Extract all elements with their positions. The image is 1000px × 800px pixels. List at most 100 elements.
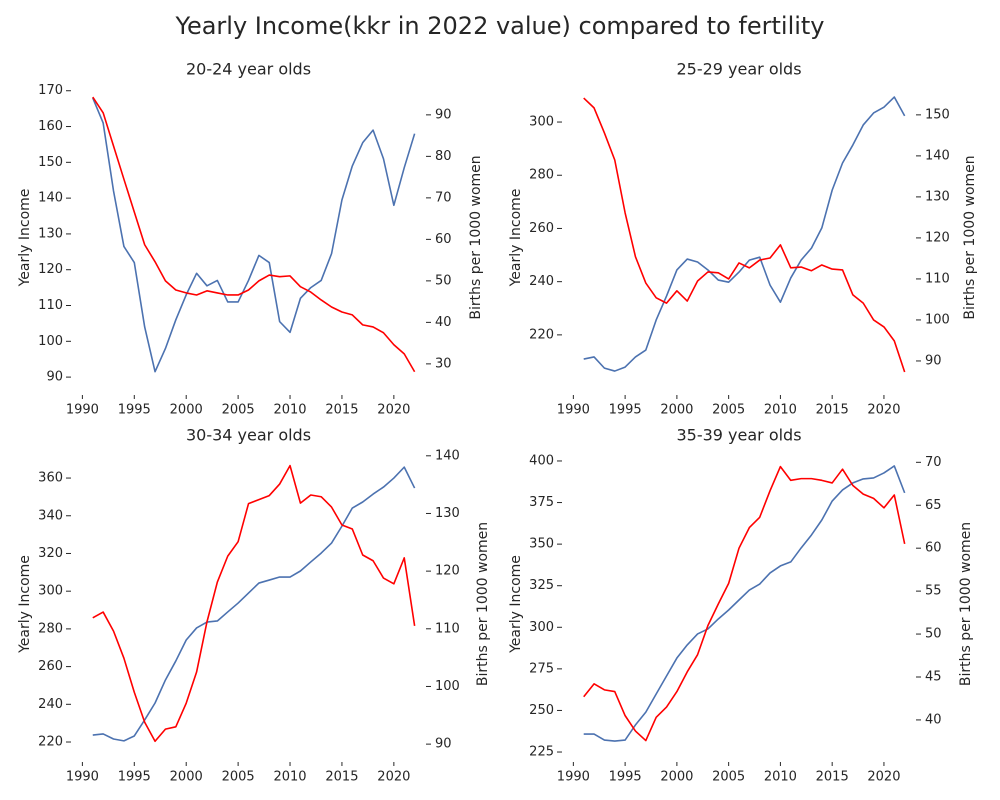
x-tick-label: 2000 <box>170 770 203 785</box>
x-tick-label: 2020 <box>377 770 410 785</box>
y-tick-label: 220 <box>38 735 63 750</box>
y2-tick-label: 100 <box>925 312 950 327</box>
y2-tick-label: 55 <box>925 584 942 599</box>
y-tick-label: 300 <box>529 620 554 635</box>
y-axis-label: Yearly Income <box>508 555 524 654</box>
y-tick-label: 140 <box>38 191 63 206</box>
y2-tick-label: 30 <box>435 356 452 371</box>
y2-axis-label: Births per 1000 women <box>962 155 978 319</box>
x-tick-label: 2000 <box>660 403 693 418</box>
y2-tick-label: 150 <box>925 107 950 122</box>
x-tick-label: 2015 <box>816 403 849 418</box>
x-tick-label: 1990 <box>66 403 99 418</box>
y-axis-label: Yearly Income <box>508 189 524 288</box>
y-tick-label: 400 <box>529 453 554 468</box>
y2-tick-label: 70 <box>925 455 942 470</box>
x-tick-label: 2005 <box>712 770 745 785</box>
y-tick-label: 360 <box>38 471 63 486</box>
x-tick-label: 2015 <box>325 770 358 785</box>
x-tick-label: 2010 <box>273 403 306 418</box>
y2-tick-label: 90 <box>925 353 942 368</box>
y-tick-label: 150 <box>38 155 63 170</box>
series-line <box>92 96 416 373</box>
x-tick-label: 2020 <box>867 403 900 418</box>
x-tick-label: 1990 <box>557 770 590 785</box>
y-tick-label: 280 <box>38 621 63 636</box>
x-tick-label: 1995 <box>118 403 151 418</box>
series-line <box>92 466 416 742</box>
x-tick-label: 2010 <box>764 770 797 785</box>
y-tick-label: 250 <box>529 703 554 718</box>
y-tick-label: 100 <box>38 334 63 349</box>
series-line <box>92 464 416 743</box>
y2-tick-label: 90 <box>435 107 452 122</box>
y-tick-label: 160 <box>38 119 63 134</box>
y-axis-label: Yearly Income <box>17 189 33 288</box>
y2-tick-label: 40 <box>925 712 942 727</box>
x-tick-label: 2005 <box>712 403 745 418</box>
y2-tick-label: 50 <box>435 273 452 288</box>
x-tick-label: 2020 <box>867 770 900 785</box>
x-tick-label: 1995 <box>609 770 642 785</box>
y2-tick-label: 130 <box>925 189 950 204</box>
y2-tick-label: 120 <box>925 230 950 245</box>
y2-tick-label: 110 <box>925 271 950 286</box>
series-line <box>92 97 416 373</box>
y-tick-label: 340 <box>38 508 63 523</box>
x-tick-label: 2000 <box>170 403 203 418</box>
y-tick-label: 300 <box>529 115 554 130</box>
y2-tick-label: 65 <box>925 498 942 513</box>
y-tick-label: 280 <box>529 168 554 183</box>
y2-tick-label: 120 <box>435 564 460 579</box>
y-tick-label: 120 <box>38 262 63 277</box>
y-tick-label: 275 <box>529 661 554 676</box>
y2-tick-label: 45 <box>925 669 942 684</box>
y-tick-label: 320 <box>38 546 63 561</box>
x-tick-label: 2020 <box>377 403 410 418</box>
y2-tick-label: 140 <box>435 448 460 463</box>
x-tick-label: 1995 <box>118 770 151 785</box>
series-line <box>583 465 906 742</box>
y-tick-label: 350 <box>529 537 554 552</box>
y-tick-label: 260 <box>38 659 63 674</box>
y2-tick-label: 130 <box>435 506 460 521</box>
y2-tick-label: 70 <box>435 190 452 205</box>
subplot-title: 30-34 year olds <box>186 426 311 445</box>
y2-tick-label: 40 <box>435 315 452 330</box>
x-tick-label: 2000 <box>660 770 693 785</box>
y2-tick-label: 140 <box>925 148 950 163</box>
y2-tick-label: 60 <box>925 541 942 556</box>
x-tick-label: 2010 <box>764 403 797 418</box>
y-tick-label: 225 <box>529 745 554 760</box>
y-tick-label: 130 <box>38 226 63 241</box>
x-tick-label: 1990 <box>557 403 590 418</box>
y-tick-label: 220 <box>529 327 554 342</box>
series-line <box>583 97 906 373</box>
y2-axis-label: Births per 1000 women <box>958 522 974 686</box>
x-tick-label: 1995 <box>609 403 642 418</box>
x-tick-label: 2015 <box>816 770 849 785</box>
x-tick-label: 1990 <box>66 770 99 785</box>
y2-tick-label: 90 <box>435 737 452 752</box>
figure-title: Yearly Income(kkr in 2022 value) compare… <box>174 12 824 40</box>
y-tick-label: 170 <box>38 83 63 98</box>
x-tick-label: 2010 <box>273 770 306 785</box>
y-axis-label: Yearly Income <box>17 555 33 654</box>
y-tick-label: 240 <box>38 697 63 712</box>
y-tick-label: 300 <box>38 584 63 599</box>
y2-tick-label: 80 <box>435 149 452 164</box>
y-tick-label: 240 <box>529 274 554 289</box>
y-tick-label: 325 <box>529 578 554 593</box>
y2-axis-label: Births per 1000 women <box>468 155 484 319</box>
y2-tick-label: 50 <box>925 627 942 642</box>
y2-axis-label: Births per 1000 women <box>475 522 491 686</box>
subplot-title: 25-29 year olds <box>676 60 801 79</box>
y2-tick-label: 100 <box>435 679 460 694</box>
y2-tick-label: 110 <box>435 621 460 636</box>
y-tick-label: 260 <box>529 221 554 236</box>
subplot-title: 20-24 year olds <box>186 60 311 79</box>
y-tick-label: 110 <box>38 298 63 313</box>
x-tick-label: 2005 <box>222 770 255 785</box>
